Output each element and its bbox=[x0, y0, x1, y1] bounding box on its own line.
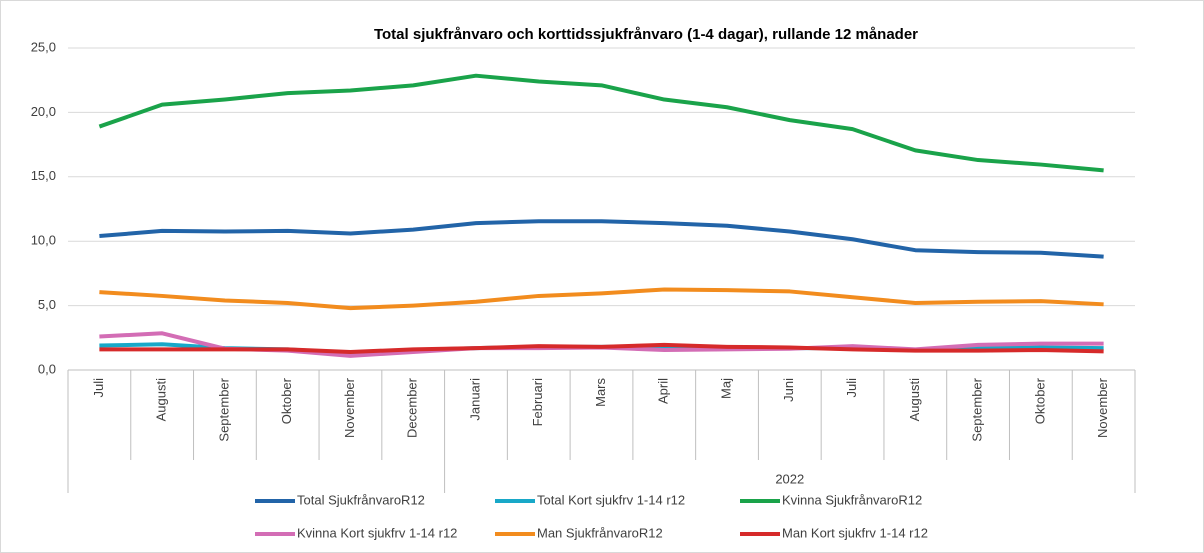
x-tick-label: September bbox=[216, 377, 231, 441]
y-tick-label: 0,0 bbox=[38, 361, 56, 376]
chart-title: Total sjukfrånvaro och korttidssjukfrånv… bbox=[374, 26, 918, 43]
y-tick-label: 15,0 bbox=[31, 168, 56, 183]
x-tick-label: Januari bbox=[467, 378, 482, 421]
x-tick-label: Juli bbox=[844, 378, 859, 398]
x-group-label: 2022 bbox=[775, 471, 804, 486]
y-tick-label: 5,0 bbox=[38, 297, 56, 312]
legend-label: Kvinna SjukfrånvaroR12 bbox=[782, 492, 922, 507]
series-line bbox=[98, 73, 1104, 173]
legend-label: Man Kort sjukfrv 1-14 r12 bbox=[782, 525, 928, 540]
legend-label: Total Kort sjukfrv 1-14 r12 bbox=[537, 492, 685, 507]
x-tick-label: Mars bbox=[593, 378, 608, 407]
y-tick-label: 25,0 bbox=[31, 39, 56, 54]
x-tick-label: Juli bbox=[91, 378, 106, 398]
legend-label: Kvinna Kort sjukfrv 1-14 r12 bbox=[297, 525, 457, 540]
series-line bbox=[99, 219, 1104, 259]
legend-label: Total SjukfrånvaroR12 bbox=[297, 492, 425, 507]
legend-label: Man SjukfrånvaroR12 bbox=[537, 525, 663, 540]
x-tick-label: April bbox=[656, 378, 671, 404]
x-tick-label: Augusti bbox=[907, 378, 922, 421]
y-tick-label: 10,0 bbox=[31, 233, 56, 248]
x-tick-label: Oktober bbox=[279, 377, 294, 424]
x-tick-label: Oktober bbox=[1032, 377, 1047, 424]
x-tick-label: Februari bbox=[530, 378, 545, 427]
y-tick-label: 20,0 bbox=[31, 104, 56, 119]
x-tick-label: December bbox=[405, 377, 420, 438]
series-line bbox=[99, 342, 1104, 354]
x-tick-label: November bbox=[342, 377, 357, 438]
x-tick-label: Juni bbox=[781, 378, 796, 402]
x-tick-label: November bbox=[1095, 377, 1110, 438]
series-line bbox=[99, 287, 1104, 311]
x-tick-label: September bbox=[970, 377, 985, 441]
x-tick-label: Maj bbox=[718, 378, 733, 399]
x-tick-label: Augusti bbox=[154, 378, 169, 421]
